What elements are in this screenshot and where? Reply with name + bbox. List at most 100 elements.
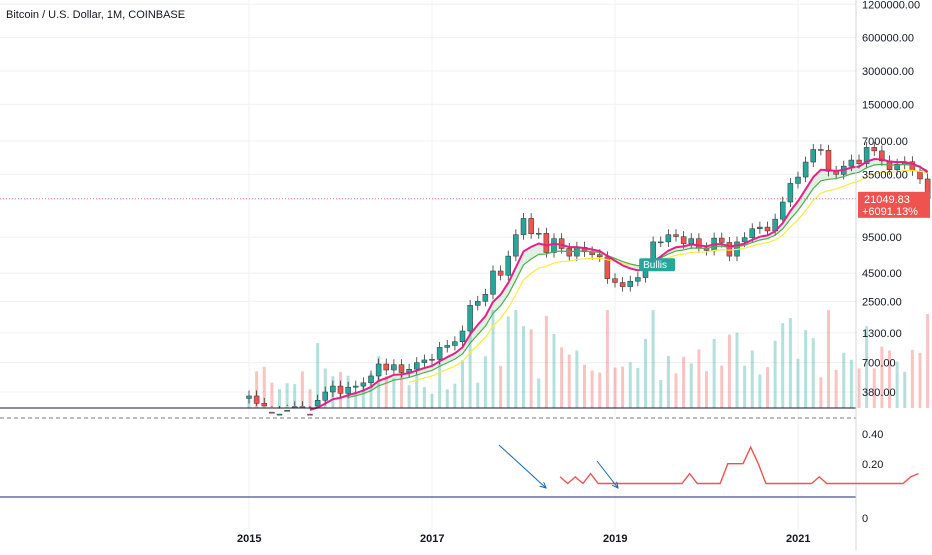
candle-body[interactable] — [322, 391, 328, 401]
oscillator-tick-label: 0.40 — [862, 429, 883, 441]
price-tick-label: 4500.00 — [862, 268, 902, 280]
candle-body[interactable] — [497, 270, 504, 276]
candle-body[interactable] — [787, 183, 794, 203]
candle-body[interactable] — [597, 254, 603, 258]
candle-body[interactable] — [429, 359, 435, 361]
candle-body[interactable] — [414, 362, 420, 370]
candle-body[interactable] — [780, 201, 786, 220]
candle-body[interactable] — [360, 382, 367, 387]
price-tick-label: 1300.00 — [862, 328, 902, 340]
candle-body[interactable] — [467, 305, 473, 332]
candle-body[interactable] — [513, 234, 519, 257]
candle-body[interactable] — [528, 218, 534, 234]
price-tick-label: 600000.00 — [862, 33, 914, 45]
candle-body[interactable] — [688, 238, 694, 244]
candle-body[interactable] — [253, 395, 260, 404]
candle-body[interactable] — [337, 385, 344, 394]
candle-body[interactable] — [665, 234, 672, 243]
candle-body[interactable] — [421, 359, 428, 363]
candle-body[interactable] — [612, 278, 618, 283]
volume-bar — [697, 349, 701, 408]
candle-body[interactable] — [444, 345, 450, 348]
volume-bar — [849, 359, 853, 408]
volume-bar — [895, 361, 899, 408]
candle-body[interactable] — [505, 255, 511, 276]
candle-body[interactable] — [795, 176, 801, 184]
volume-bar — [903, 371, 907, 408]
candle-body[interactable] — [391, 364, 397, 371]
candle-body[interactable] — [452, 341, 458, 346]
candle-body[interactable] — [802, 161, 809, 178]
candle-body[interactable] — [627, 280, 633, 287]
candle-body[interactable] — [314, 400, 321, 407]
candle-body[interactable] — [879, 150, 885, 162]
candle-body[interactable] — [894, 163, 900, 171]
candle-body[interactable] — [536, 232, 542, 235]
candle-body[interactable] — [276, 413, 283, 416]
volume-bar — [926, 313, 930, 408]
candle-body[interactable] — [680, 236, 687, 244]
candle-body[interactable] — [459, 330, 466, 342]
candle-body[interactable] — [284, 410, 290, 412]
price-pane[interactable] — [0, 0, 856, 408]
candle-body[interactable] — [436, 347, 443, 360]
price-tick-label: 70000.00 — [862, 136, 908, 148]
candle-body[interactable] — [551, 238, 557, 253]
candle-body[interactable] — [749, 228, 755, 238]
candle-body[interactable] — [383, 363, 389, 371]
volume-bar — [613, 367, 617, 408]
candle-body[interactable] — [863, 147, 870, 164]
candle-body[interactable] — [848, 159, 855, 167]
candle-body[interactable] — [543, 232, 550, 253]
price-change-value: +6091.13% — [862, 206, 918, 218]
candle-body[interactable] — [398, 364, 405, 373]
candle-body[interactable] — [269, 411, 275, 414]
trend-arrow — [498, 444, 546, 488]
candle-body[interactable] — [482, 293, 489, 302]
candle-body[interactable] — [490, 270, 496, 295]
candle-body[interactable] — [368, 375, 374, 384]
volume-bar — [689, 363, 693, 408]
candle-body[interactable] — [825, 150, 832, 172]
candle-body[interactable] — [307, 413, 313, 416]
candle-body[interactable] — [520, 218, 527, 235]
candle-body[interactable] — [810, 149, 816, 163]
candle-body[interactable] — [261, 403, 267, 407]
candle-body[interactable] — [719, 237, 725, 243]
volume-bar — [811, 338, 815, 408]
candle-body[interactable] — [635, 277, 641, 282]
volume-bar — [262, 366, 266, 408]
ema-band-fill — [310, 159, 928, 410]
candle-body[interactable] — [619, 282, 626, 287]
volume-bar — [842, 352, 846, 408]
price-tick-label: 700.00 — [862, 358, 896, 370]
candle-body[interactable] — [475, 301, 481, 306]
volume-bar — [682, 356, 686, 408]
volume-bar — [888, 350, 891, 408]
volume-bar — [750, 350, 754, 408]
candle-body[interactable] — [741, 237, 748, 243]
volume-bar — [804, 330, 808, 408]
candle-body[interactable] — [726, 242, 733, 257]
volume-bar — [483, 356, 487, 408]
volume-bar — [392, 378, 396, 408]
candle-body[interactable] — [658, 241, 664, 244]
volume-bar — [598, 372, 602, 408]
candle-body[interactable] — [246, 395, 252, 399]
candle-body[interactable] — [673, 234, 679, 237]
volume-bar — [781, 323, 785, 408]
candle-body[interactable] — [757, 226, 763, 230]
candle-body[interactable] — [375, 363, 382, 377]
candle-body[interactable] — [764, 226, 771, 232]
candle-body[interactable] — [353, 385, 359, 388]
candle-body[interactable] — [871, 147, 877, 152]
volume-bar — [743, 365, 747, 408]
candle-body[interactable] — [330, 385, 336, 393]
volume-bar — [278, 389, 281, 408]
candle-body[interactable] — [856, 159, 862, 164]
candle-body[interactable] — [818, 149, 824, 151]
volume-bar — [361, 385, 365, 408]
candle-body[interactable] — [345, 386, 351, 394]
